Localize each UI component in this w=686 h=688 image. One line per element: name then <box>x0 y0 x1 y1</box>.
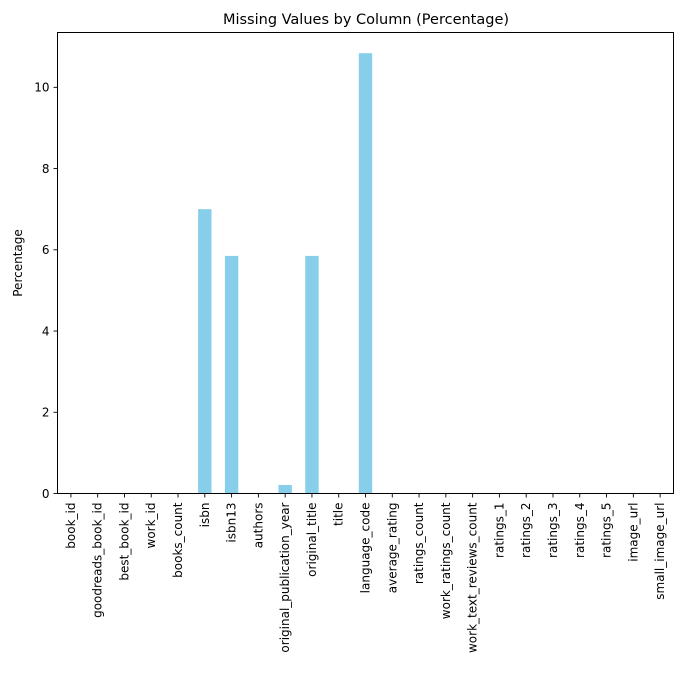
bars <box>198 53 373 494</box>
x-tick-label: book_id <box>64 503 78 549</box>
y-tick-label: 0 <box>42 487 50 501</box>
y-tick-label: 8 <box>42 162 50 176</box>
x-tick-label: average_rating <box>385 503 399 594</box>
y-tick-label: 10 <box>34 81 49 95</box>
x-tick-label: original_title <box>305 503 319 577</box>
x-tick-label: title <box>332 503 346 526</box>
x-tick-label: ratings_1 <box>492 503 506 558</box>
chart-title: Missing Values by Column (Percentage) <box>223 12 509 28</box>
y-axis: 0 2 4 6 8 10 <box>34 81 58 501</box>
x-tick-label: isbn13 <box>225 503 239 543</box>
x-tick-label: ratings_count <box>412 502 426 584</box>
x-tick-label: books_count <box>171 502 185 578</box>
x-tick-label: authors <box>251 503 265 549</box>
bar-isbn <box>198 209 212 494</box>
y-tick-label: 2 <box>42 406 50 420</box>
y-tick-label: 4 <box>42 324 50 338</box>
x-tick-label: original_publication_year <box>278 502 292 652</box>
x-axis: book_id goodreads_book_id best_book_id work… <box>64 493 667 653</box>
x-tick-label: work_id <box>144 503 158 549</box>
x-tick-label: work_ratings_count <box>439 502 453 619</box>
x-tick-label: ratings_4 <box>573 503 587 558</box>
x-tick-label: work_text_reviews_count <box>466 502 480 653</box>
y-tick-label: 6 <box>42 243 50 257</box>
x-tick-label: ratings_5 <box>600 503 614 558</box>
bar-original_publication_year <box>278 484 292 494</box>
x-tick-label: image_url <box>626 503 640 562</box>
x-tick-label: language_code <box>359 503 373 594</box>
bar-language_code <box>358 53 373 494</box>
x-tick-label: best_book_id <box>117 503 131 581</box>
x-tick-label: isbn <box>198 503 212 528</box>
x-tick-label: ratings_2 <box>519 503 533 558</box>
x-tick-label: small_image_url <box>653 503 667 600</box>
bar-original_title <box>305 255 319 494</box>
y-axis-label: Percentage <box>11 229 25 297</box>
x-tick-label: ratings_3 <box>546 503 560 558</box>
bar-isbn13 <box>224 255 239 494</box>
x-tick-label: goodreads_book_id <box>91 503 105 618</box>
